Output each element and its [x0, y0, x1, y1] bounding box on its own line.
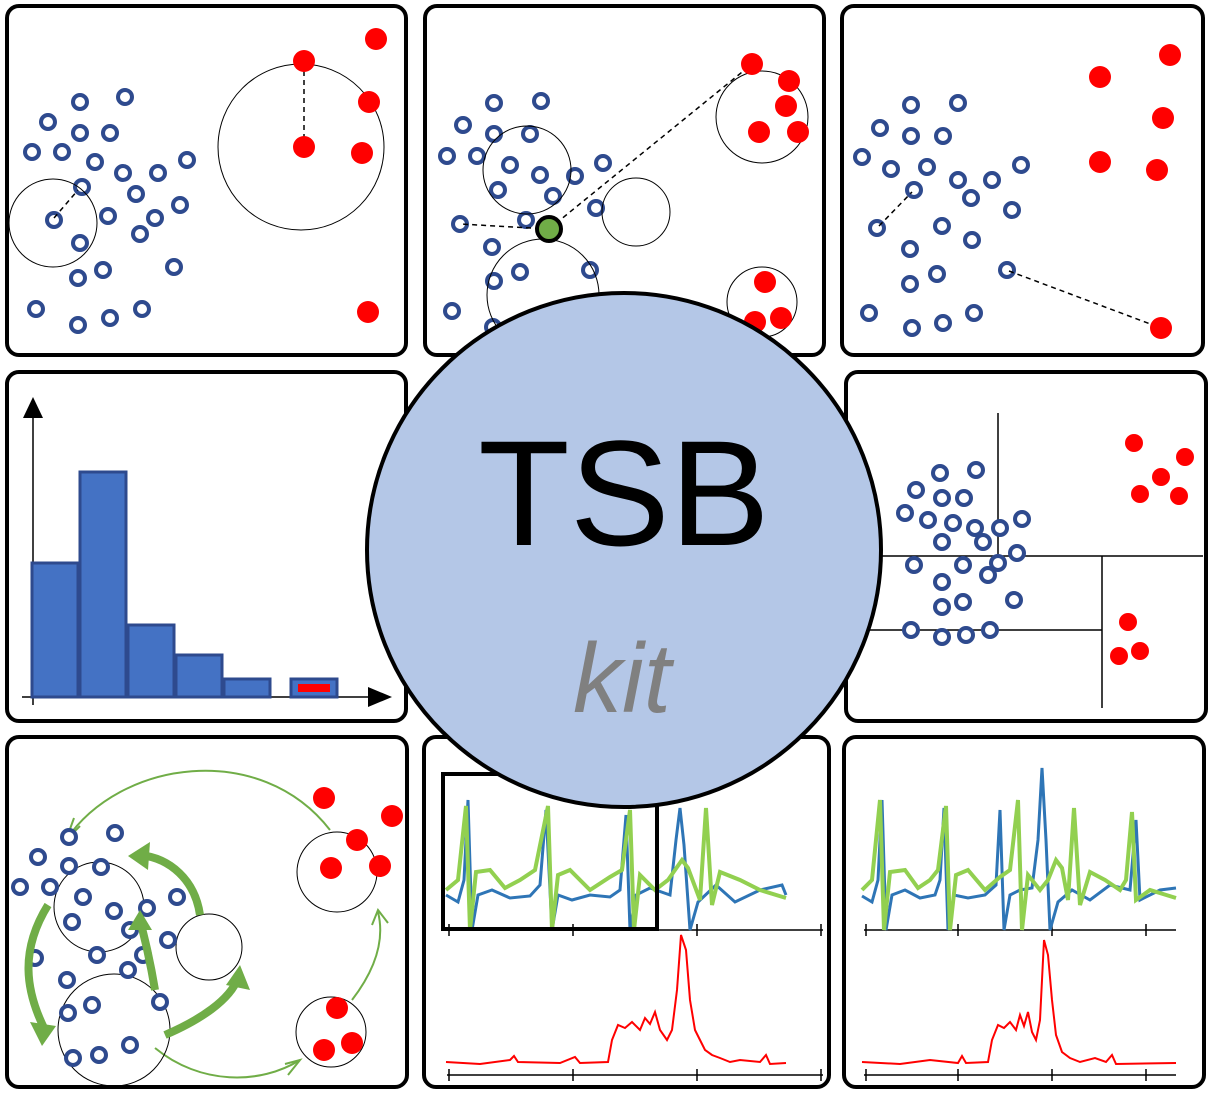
series-green-line: [860, 799, 1177, 931]
thin-arrow-top: [65, 769, 331, 841]
histogram-bar: [174, 653, 224, 699]
inlier-cluster: [11, 824, 186, 1067]
outlier-points: [313, 787, 403, 1061]
panel-nn-distance: [840, 4, 1205, 357]
inlier-cluster: [896, 461, 1031, 646]
panel-isolation-forest: [844, 370, 1208, 723]
outlier-points: [1089, 44, 1181, 339]
panel-lof: [423, 4, 826, 357]
anomaly-score-line: [445, 934, 787, 1066]
x-axis-arrow: [368, 687, 392, 707]
inlier-cluster: [438, 92, 612, 336]
outlier-points: [741, 53, 809, 333]
panel-histogram: [5, 370, 408, 723]
tsb-kit-logo: TSB kit: [365, 291, 883, 809]
inlier-cluster: [853, 94, 1030, 337]
anomaly-score-line: [861, 939, 1177, 1066]
panel-timeseries-score: [842, 735, 1206, 1089]
histogram-anomaly-marker: [298, 684, 330, 692]
histogram-bar: [126, 623, 176, 699]
series-blue-line: [445, 799, 788, 931]
thin-arrow-bottom: [154, 1047, 301, 1079]
thin-arrow-right: [351, 911, 382, 1001]
y-axis-arrow: [23, 397, 43, 418]
panel-timeseries-window: [422, 735, 831, 1089]
panel-clustering: [5, 735, 409, 1089]
outlier-points: [293, 28, 387, 323]
logo-subtitle: kit: [573, 623, 675, 733]
outlier-points: [1110, 434, 1194, 665]
series-blue-line: [861, 767, 1177, 931]
series-green-line: [444, 805, 787, 931]
query-point: [535, 215, 563, 243]
histogram-bar: [222, 677, 272, 699]
histogram-bar: [78, 470, 128, 699]
thick-arrow-left: [24, 902, 52, 1032]
logo-title: TSB: [478, 409, 770, 577]
histogram-bars: [30, 470, 339, 699]
panel-knn: [5, 4, 408, 357]
logo-circle: [365, 291, 883, 809]
histogram-bar: [30, 561, 80, 699]
inlier-cluster: [23, 88, 196, 334]
